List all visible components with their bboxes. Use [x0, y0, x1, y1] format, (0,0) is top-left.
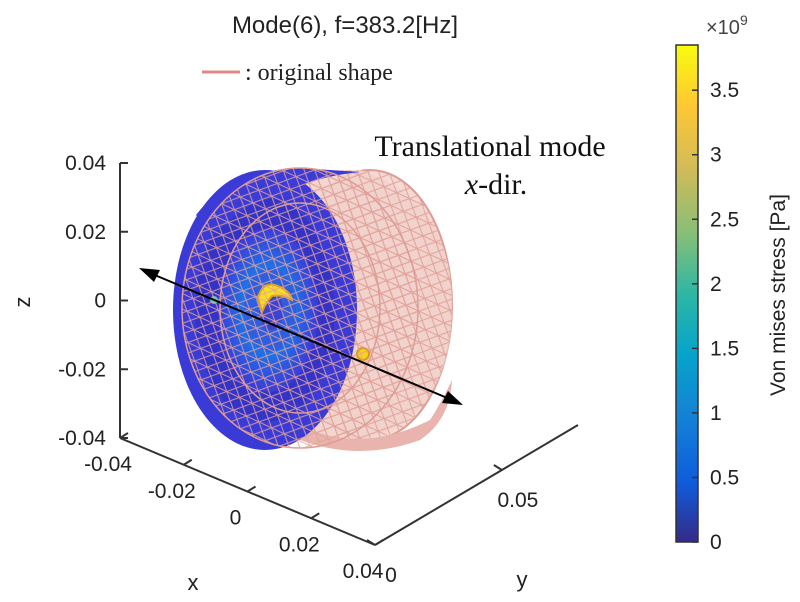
- z-tick-label: -0.02: [58, 358, 106, 381]
- x-tick-mark: [374, 539, 384, 546]
- colorbar-gradient: [675, 44, 699, 543]
- x-tick-mark: [310, 512, 320, 520]
- colorbar-tick-label: 0: [710, 531, 722, 554]
- legend-entry: : original shape: [245, 60, 393, 86]
- colorbar-multiplier: ×109: [706, 12, 748, 39]
- y-tick-mark: [493, 464, 503, 471]
- annotation-line1: Translational mode: [374, 130, 605, 163]
- x-tick-label: 0: [230, 507, 242, 530]
- x-tick-mark: [183, 458, 193, 466]
- deformed-shape-surface: [173, 167, 453, 451]
- colorbar-multiplier-base: ×10: [706, 17, 740, 39]
- legend: : original shape: [202, 60, 393, 86]
- arrow-head-right: [442, 391, 463, 405]
- colorbar-tick-label: 1: [710, 402, 722, 425]
- colorbar-tick-label: 1.5: [710, 337, 739, 360]
- colorbar-tick-label: 2.5: [710, 208, 739, 231]
- x-tick-label: -0.04: [84, 453, 132, 476]
- arrow-head-left: [139, 268, 160, 282]
- y-tick-label: 0: [385, 564, 397, 587]
- annotation-line2-italic: x: [464, 168, 479, 201]
- x-tick-label: 0.04: [343, 560, 384, 583]
- z-axis-label: z: [10, 297, 35, 308]
- colorbar-tick-label: 3: [710, 144, 722, 167]
- colorbar-tick-label: 0.5: [710, 466, 739, 489]
- colorbar-exponent: 9: [740, 12, 748, 28]
- z-tick-label: 0.04: [65, 152, 106, 175]
- y-tick-label: 0.05: [497, 489, 538, 512]
- colorbar: 3.5 3 2.5 2 1.5 1 0.5 0 ×109 Von mises stress […: [675, 12, 790, 554]
- original-shape-inner-outline: [219, 202, 381, 414]
- y-ticks: 00.05: [366, 464, 538, 587]
- y-tick-mark: [366, 539, 376, 546]
- x-tick-label: -0.02: [148, 480, 196, 503]
- deformed-top-tread: [196, 168, 360, 235]
- annotation-line2-rest: -dir.: [478, 168, 527, 201]
- colorbar-label: Von mises stress [Pa]: [767, 194, 790, 396]
- chart-title: Mode(6), f=383.2[Hz]: [232, 12, 458, 39]
- z-tick-label: -0.04: [58, 427, 106, 450]
- annotation-line2: x-dir.: [464, 168, 528, 201]
- x-tick-label: 0.02: [279, 533, 320, 556]
- x-axis-label: x: [188, 570, 199, 595]
- z-tick-label: 0.02: [65, 221, 106, 244]
- x-tick-mark: [246, 485, 257, 493]
- colorbar-tick-label: 2: [710, 273, 722, 296]
- x-ticks: -0.04 -0.02 0 0.02 0.04: [84, 432, 384, 583]
- colorbar-ticks: 3.5 3 2.5 2 1.5 1 0.5 0: [692, 79, 739, 554]
- original-shape-bottom-rim: [300, 380, 452, 451]
- z-ticks: 0.04 0.02 0 -0.02 -0.04: [58, 152, 128, 450]
- original-shape-front-mesh: [182, 168, 418, 448]
- original-shape-front-outline: [181, 167, 419, 449]
- colorbar-tick-label: 3.5: [710, 79, 739, 102]
- direction-arrow: [139, 268, 463, 405]
- y-axis-label: y: [517, 567, 528, 592]
- x-tick-mark: [119, 432, 129, 439]
- z-tick-label: 0: [94, 290, 106, 313]
- y-axis-line: [374, 424, 579, 546]
